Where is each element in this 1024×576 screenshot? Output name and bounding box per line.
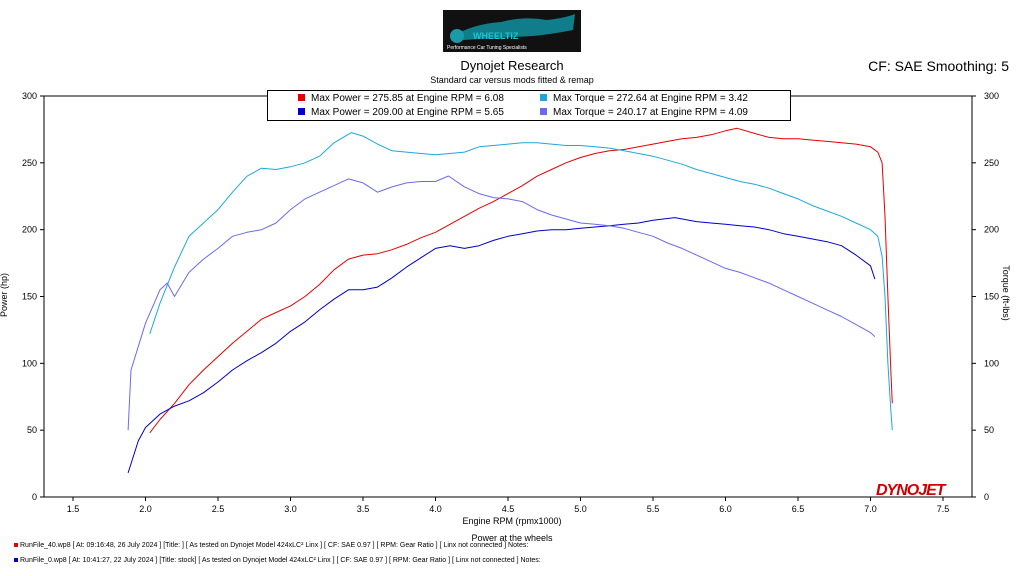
cf-label: CF: SAE Smoothing: 5	[868, 58, 1009, 74]
y-tick-label-left: 200	[22, 225, 37, 235]
x-tick-label: 2.0	[139, 504, 152, 514]
y-tick-label-left: 50	[27, 425, 37, 435]
x-tick-label: 7.0	[864, 504, 877, 514]
x-tick-label: 6.0	[719, 504, 732, 514]
legend-swatch	[540, 107, 547, 115]
x-tick-label: 5.5	[647, 504, 660, 514]
series-line-1	[149, 127, 893, 434]
legend-item: Max Torque = 240.17 at Engine RPM = 4.09	[540, 106, 748, 120]
series-line-3	[127, 217, 876, 474]
x-tick-label: 5.0	[574, 504, 587, 514]
dynojet-logo: DYNOJET	[876, 482, 946, 500]
legend-label: Max Power = 209.00 at Engine RPM = 5.65	[311, 107, 504, 118]
brand-text: DYNOJET	[876, 482, 946, 499]
legend-swatch	[298, 93, 305, 101]
x-tick-label: 1.5	[67, 504, 80, 514]
y-tick-label-right: 250	[984, 158, 999, 168]
x-tick-label: 7.5	[937, 504, 950, 514]
x-tick-label: 3.0	[284, 504, 297, 514]
y-axis-left: 0 50 100 150 200 250 300	[22, 91, 44, 502]
series-line-2	[149, 132, 893, 431]
logo-tagline: Performance Car Tuning Specialists	[447, 45, 527, 51]
x-tick-label: 2.5	[212, 504, 225, 514]
y-tick-label-left: 150	[22, 292, 37, 302]
y-tick-label-right: 100	[984, 358, 999, 368]
x-axis: 1.5 2.0 2.5 3.0 3.5 4.0 4.5 5.0 5.5 6.0 6.5 7.0 7.5	[67, 497, 950, 514]
x-tick-label: 4.5	[502, 504, 515, 514]
legend: Max Power = 275.85 at Engine RPM = 6.08 …	[267, 90, 791, 121]
footer-marker	[14, 558, 18, 563]
legend-label: Max Torque = 240.17 at Engine RPM = 4.09	[553, 107, 748, 118]
legend-swatch	[540, 93, 547, 101]
y-tick-label-left: 0	[32, 492, 37, 502]
x-tick-label: 4.0	[429, 504, 442, 514]
y-tick-label-right: 300	[984, 91, 999, 101]
y-tick-label-right: 150	[984, 292, 999, 302]
series-group	[127, 127, 893, 474]
series-line-4	[127, 175, 876, 431]
chart-subtitle: Standard car versus mods fitted & remap	[430, 75, 594, 85]
legend-item: Max Power = 209.00 at Engine RPM = 5.65	[298, 106, 504, 120]
x-axis-label: Engine RPM (rpmx1000)	[462, 516, 562, 526]
y-tick-label-left: 100	[22, 358, 37, 368]
legend-item: Max Torque = 272.64 at Engine RPM = 3.42	[540, 92, 748, 106]
y-tick-label-left: 300	[22, 91, 37, 101]
footer-text: RunFile_40.wp8 [ At: 09:16:48, 26 July 2…	[20, 542, 529, 549]
x-tick-label: 3.5	[357, 504, 370, 514]
x-tick-label: 6.5	[792, 504, 805, 514]
legend-label: Max Torque = 272.64 at Engine RPM = 3.42	[553, 93, 748, 104]
legend-label: Max Power = 275.85 at Engine RPM = 6.08	[311, 93, 504, 104]
legend-swatch	[298, 107, 305, 115]
y-tick-label-right: 200	[984, 225, 999, 235]
logo-text: WHEELTIZ	[473, 31, 519, 41]
y-tick-label-right: 50	[984, 425, 994, 435]
car-icon: WHEELTIZ Performance Car Tuning Speciali…	[447, 14, 575, 51]
y-axis-label-right: Torque (ft-lbs)	[1000, 265, 1011, 321]
footer-text: RunFile_0.wp8 [ At: 10:41:27, 22 July 20…	[20, 557, 541, 564]
footer-run-1: RunFile_40.wp8 [ At: 09:16:48, 26 July 2…	[14, 542, 528, 549]
y-axis-right: 0 50 100 150 200 250 300	[972, 91, 999, 502]
y-tick-label-right: 0	[984, 492, 989, 502]
chart-title: Dynojet Research	[460, 58, 564, 73]
legend-item: Max Power = 275.85 at Engine RPM = 6.08	[298, 92, 504, 106]
footer-run-2: RunFile_0.wp8 [ At: 10:41:27, 22 July 20…	[14, 557, 541, 564]
y-axis-label-left: Power (hp)	[0, 272, 10, 318]
y-tick-label-left: 250	[22, 158, 37, 168]
x-axis-caption: Power at the wheels	[471, 533, 553, 543]
logo: WHEELTIZ Performance Car Tuning Speciali…	[443, 10, 581, 52]
plot-frame	[43, 95, 973, 498]
footer-marker	[14, 543, 18, 548]
